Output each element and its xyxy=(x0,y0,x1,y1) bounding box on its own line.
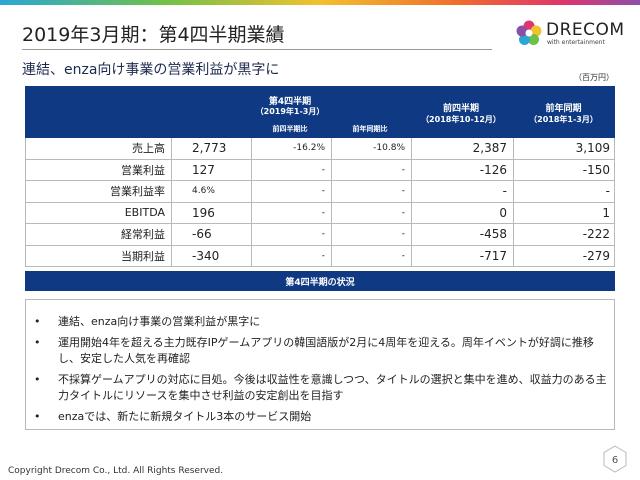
bullet-icon: • xyxy=(34,373,41,386)
table-header: 第4四半期 （2019年1-3月） 前四半期比 前年同期比 前四半期 （2018… xyxy=(25,86,615,138)
bullet-text: 不採算ゲームアプリの対応に目処。今後は収益性を意識しつつ、タイトルの選択と集中を… xyxy=(58,373,607,402)
q4-value: 4.6% xyxy=(171,181,251,202)
prev-quarter-value: -458 xyxy=(411,224,513,245)
row-label: EBITDA xyxy=(124,206,165,220)
prev-quarter-value: 0 xyxy=(411,202,513,223)
status-section-header: 第4四半期の状況 xyxy=(25,271,615,291)
prev-quarter-value: -717 xyxy=(411,245,513,266)
prev-year-value: -279 xyxy=(513,245,616,266)
row-label: 経常利益 xyxy=(121,228,165,242)
yoy-ratio-value: - xyxy=(331,202,411,223)
header-yoy-ratio: 前年同期比 xyxy=(352,125,388,133)
prev-year-value: -150 xyxy=(513,159,616,180)
header-q4: 第4四半期 xyxy=(268,97,312,107)
yoy-ratio-value: -10.8% xyxy=(331,138,411,159)
qoq-value: - xyxy=(251,245,331,266)
q4-value: 127 xyxy=(171,159,251,180)
yoy-ratio-value: - xyxy=(331,224,411,245)
header-prev-year-period: （2018年1-3月） xyxy=(529,115,598,124)
qoq-value: -16.2% xyxy=(251,138,331,159)
header-qoq: 前四半期比 xyxy=(272,125,308,133)
bullet-text: 運用開始4年を超える主力既存IPゲームアプリの韓国語版が2月に4周年を迎える。周… xyxy=(58,336,594,365)
yoy-ratio-value: - xyxy=(331,181,411,202)
row-label: 当期利益 xyxy=(121,249,165,263)
table-row: 経常利益 -66 - - -458 -222 xyxy=(26,224,614,246)
q4-value: -340 xyxy=(171,245,251,266)
q4-value: -66 xyxy=(171,224,251,245)
rainbow-bar xyxy=(0,0,640,5)
drecom-logo: DRECOM with entertainment xyxy=(516,18,626,50)
prev-quarter-value: 2,387 xyxy=(411,138,513,159)
table-row: 営業利益率 4.6% - - - - xyxy=(26,181,614,203)
prev-year-value: - xyxy=(513,181,616,202)
unit-label: （百万円） xyxy=(574,73,614,82)
row-label: 売上高 xyxy=(132,142,165,156)
page-number-badge: 6 xyxy=(603,445,627,473)
row-label: 営業利益 xyxy=(121,163,165,177)
list-item: • enzaでは、新たに新規タイトル3本のサービス開始 xyxy=(34,409,609,425)
header-prev-year: 前年同期 xyxy=(545,104,582,114)
list-item: • 不採算ゲームアプリの対応に目処。今後は収益性を意識しつつ、タイトルの選択と集… xyxy=(34,372,609,404)
bullet-icon: • xyxy=(34,336,41,349)
bullet-text: 連結、enza向け事業の営業利益が黒字に xyxy=(58,315,261,328)
qoq-value: - xyxy=(251,181,331,202)
results-table: 第4四半期 （2019年1-3月） 前四半期比 前年同期比 前四半期 （2018… xyxy=(25,86,615,267)
list-item: • 運用開始4年を超える主力既存IPゲームアプリの韓国語版が2月に4周年を迎える… xyxy=(34,335,609,367)
yoy-ratio-value: - xyxy=(331,159,411,180)
title-divider xyxy=(22,49,492,50)
bullet-text: enzaでは、新たに新規タイトル3本のサービス開始 xyxy=(58,410,312,423)
prev-quarter-value: - xyxy=(411,181,513,202)
logo-wordmark: DRECOM xyxy=(546,20,625,40)
q4-value: 196 xyxy=(171,202,251,223)
qoq-value: - xyxy=(251,224,331,245)
table-row: 売上高 2,773 -16.2% -10.8% 2,387 3,109 xyxy=(26,138,614,160)
table-body: 売上高 2,773 -16.2% -10.8% 2,387 3,109 営業利益… xyxy=(25,138,615,267)
bullet-icon: • xyxy=(34,315,41,328)
prev-year-value: 3,109 xyxy=(513,138,616,159)
copyright-footer: Copyright Drecom Co., Ltd. All Rights Re… xyxy=(8,466,224,476)
table-row: 当期利益 -340 - - -717 -279 xyxy=(26,245,616,267)
table-row: EBITDA 196 - - 0 1 xyxy=(26,202,616,224)
list-item: • 連結、enza向け事業の営業利益が黒字に xyxy=(34,314,609,330)
flower-logo-icon xyxy=(516,20,542,45)
header-q4-period: （2019年1-3月） xyxy=(255,107,325,116)
table-row: 営業利益 127 - - -126 -150 xyxy=(26,159,616,181)
yoy-ratio-value: - xyxy=(331,245,411,266)
header-prev-quarter: 前四半期 xyxy=(442,104,479,114)
page-number: 6 xyxy=(612,455,618,466)
row-label: 営業利益率 xyxy=(110,185,165,199)
header-prev-quarter-period: （2018年10-12月） xyxy=(421,115,501,124)
bullet-icon: • xyxy=(34,410,41,423)
status-box: • 連結、enza向け事業の営業利益が黒字に • 運用開始4年を超える主力既存I… xyxy=(25,299,615,430)
prev-quarter-value: -126 xyxy=(411,159,513,180)
logo-tagline: with entertainment xyxy=(547,39,605,46)
prev-year-value: 1 xyxy=(513,202,616,223)
page-title: 2019年3月期：第4四半期業績 xyxy=(22,24,285,46)
qoq-value: - xyxy=(251,202,331,223)
status-bullet-list: • 連結、enza向け事業の営業利益が黒字に • 運用開始4年を超える主力既存I… xyxy=(34,314,609,430)
prev-year-value: -222 xyxy=(513,224,616,245)
slide-subtitle: 連結、enza向け事業の営業利益が黒字に xyxy=(22,62,280,78)
qoq-value: - xyxy=(251,159,331,180)
q4-value: 2,773 xyxy=(171,138,251,159)
